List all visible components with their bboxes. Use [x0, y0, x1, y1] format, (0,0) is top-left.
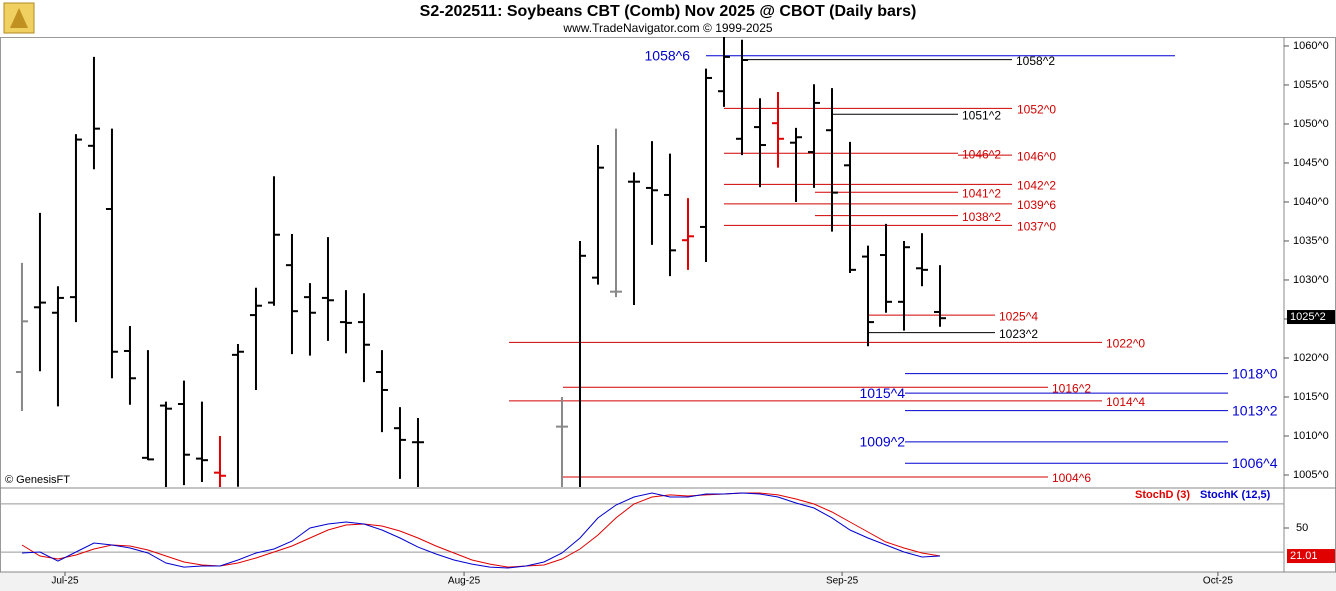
y-tick-label: 1035^0 [1293, 235, 1329, 247]
level-label: 1013^2 [1232, 402, 1278, 418]
legend-label: StochK (12,5) [1200, 489, 1271, 501]
level-label: 1037^0 [1017, 220, 1056, 234]
level-label: 1039^6 [1017, 198, 1056, 212]
level-label: 1023^2 [999, 327, 1038, 341]
level-label: 1041^2 [962, 186, 1001, 200]
last-value-box [1287, 549, 1335, 564]
level-label: 1046^2 [962, 147, 1001, 161]
legend-label: StochD (3) [1135, 489, 1190, 501]
y-tick-label: 50 [1296, 522, 1308, 534]
chart-subtitle: www.TradeNavigator.com © 1999-2025 [562, 21, 772, 35]
level-label: 1014^4 [1106, 395, 1145, 409]
y-tick-label: 1040^0 [1293, 196, 1329, 208]
y-tick-label: 1005^0 [1293, 469, 1329, 481]
x-tick-label: Sep-25 [826, 576, 859, 587]
stoch-panel [0, 492, 1284, 569]
last-price-box [1287, 310, 1335, 325]
x-tick-label: Oct-25 [1203, 576, 1233, 587]
level-label: 1006^4 [1232, 455, 1278, 471]
price-panel: 1058^6 1058^2 1052^0 1051^2 1046^2 1046^0 1042… [15, 37, 1278, 487]
x-tick-label: Aug-25 [448, 576, 481, 587]
level-label: 1051^2 [962, 108, 1001, 122]
y-tick-label: 1045^0 [1293, 157, 1329, 169]
level-label: 1046^0 [1017, 149, 1056, 163]
level-label: 1038^2 [962, 210, 1001, 224]
x-tick-label: Jul-25 [51, 576, 79, 587]
y-tick-label: 1060^0 [1293, 40, 1329, 52]
y-tick-label: 1055^0 [1293, 79, 1329, 91]
level-label: 1058^6 [645, 47, 691, 63]
y-tick-label: 1030^0 [1293, 274, 1329, 286]
logo [3, 2, 35, 34]
stoch-line [21, 492, 941, 568]
x-axis-band [0, 572, 1336, 591]
level-label: 1058^2 [1016, 54, 1055, 68]
level-label: 1025^4 [999, 309, 1038, 323]
level-label: 1009^2 [860, 434, 906, 450]
level-label: 1042^2 [1017, 179, 1056, 193]
level-label: 1016^2 [1052, 381, 1091, 395]
chart-title: S2-202511: Soybeans CBT (Comb) Nov 2025 … [420, 3, 917, 20]
level-label: 1018^0 [1232, 365, 1278, 381]
watermark: © GenesisFT [5, 474, 70, 486]
y-tick-label: 1020^0 [1293, 352, 1329, 364]
stoch-line [21, 492, 941, 569]
y-tick-label: 1050^0 [1293, 118, 1329, 130]
level-label: 1022^0 [1106, 337, 1145, 351]
level-label: 1004^6 [1052, 471, 1091, 485]
last-price-label: 1025^2 [1290, 311, 1326, 323]
last-value-label: 21.01 [1290, 550, 1318, 562]
axes: 1060^0 1055^0 1050^0 1045^0 1040^0 1035^0 1030… [51, 40, 1335, 587]
level-label: 1052^0 [1017, 103, 1056, 117]
y-tick-label: 1015^0 [1293, 391, 1329, 403]
level-label: 1015^4 [860, 385, 906, 401]
y-tick-label: 1010^0 [1293, 430, 1329, 442]
